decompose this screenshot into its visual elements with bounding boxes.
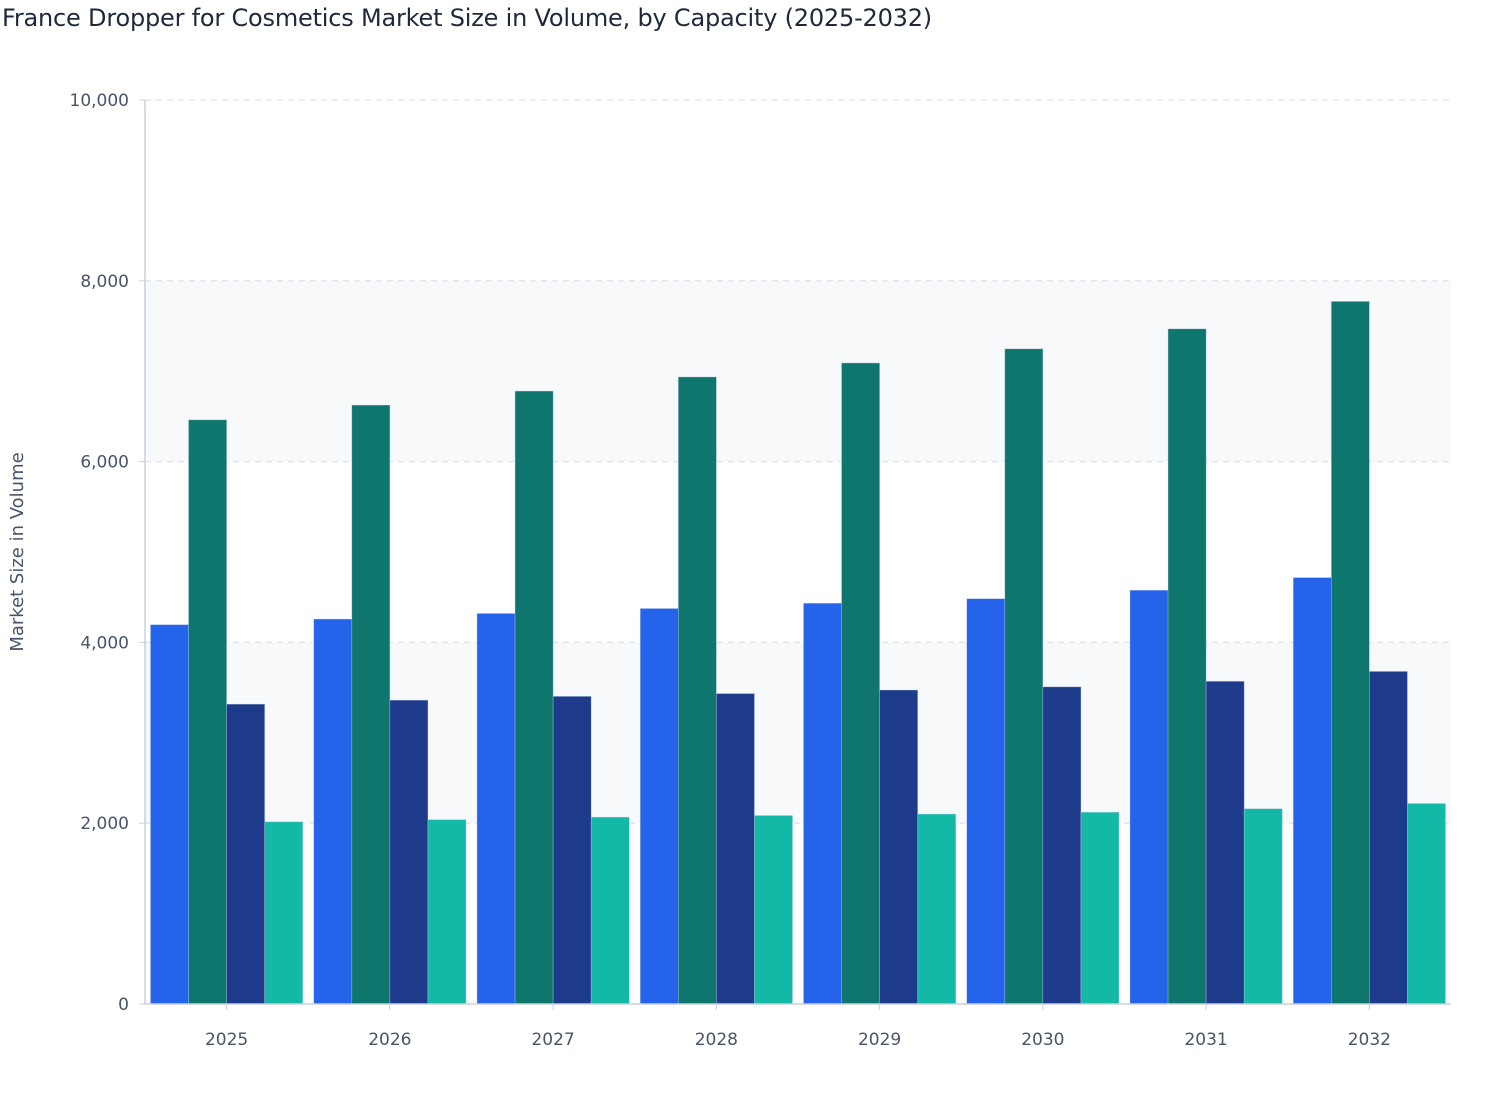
y-tick-label: 8,000	[80, 272, 129, 292]
bar-2030-series-2	[1004, 348, 1044, 1005]
bar-2031-series-4	[1243, 808, 1283, 1005]
bar-2025-series-1	[150, 624, 189, 1005]
bar-2030-series-1	[966, 598, 1006, 1005]
x-tick-label: 2031	[1184, 1030, 1227, 1050]
bar-2029-series-2	[841, 362, 880, 1005]
grid-band	[145, 280, 1451, 462]
x-tick-label: 2029	[858, 1030, 901, 1050]
bar-2027-series-3	[552, 696, 592, 1005]
bar-2027-series-4	[590, 816, 630, 1005]
bar-2028-series-2	[678, 376, 717, 1005]
x-tick-label: 2032	[1348, 1030, 1391, 1050]
y-tick-label: 0	[118, 995, 129, 1015]
bar-2031-series-1	[1129, 589, 1169, 1005]
bar-2032-series-3	[1369, 671, 1408, 1005]
chart-title: France Dropper for Cosmetics Market Size…	[2, 4, 932, 32]
bar-2030-series-3	[1042, 686, 1082, 1005]
bar-2029-series-3	[879, 689, 918, 1005]
bar-2031-series-3	[1205, 680, 1245, 1005]
x-tick-label: 2027	[531, 1030, 574, 1050]
bar-2026-series-4	[427, 819, 467, 1005]
bar-2026-series-1	[313, 618, 353, 1005]
x-tick-label: 2028	[695, 1030, 738, 1050]
y-tick-label: 4,000	[80, 633, 129, 653]
bar-2026-series-3	[389, 699, 429, 1005]
bar-2025-series-2	[188, 419, 227, 1005]
bar-2028-series-3	[716, 693, 755, 1005]
bar-2025-series-4	[264, 821, 304, 1005]
y-tick-label: 10,000	[70, 91, 129, 111]
x-tick-label: 2025	[205, 1030, 248, 1050]
y-tick-label: 2,000	[80, 814, 129, 834]
y-axis-label: Market Size in Volume	[7, 452, 28, 651]
bar-2031-series-2	[1167, 328, 1207, 1005]
bar-2030-series-4	[1080, 811, 1120, 1005]
bar-2027-series-2	[514, 390, 554, 1005]
bar-2029-series-1	[803, 602, 842, 1005]
bar-2025-series-3	[226, 703, 265, 1005]
bar-2032-series-2	[1331, 301, 1370, 1005]
bar-2027-series-1	[476, 613, 516, 1005]
bar-2032-series-4	[1407, 803, 1446, 1005]
x-tick-label: 2026	[368, 1030, 411, 1050]
y-tick-label: 6,000	[80, 453, 129, 473]
bar-2029-series-4	[917, 813, 957, 1005]
bar-2028-series-1	[639, 608, 679, 1005]
bar-2028-series-4	[754, 815, 793, 1005]
bar-2032-series-1	[1292, 577, 1332, 1005]
x-tick-label: 2030	[1021, 1030, 1064, 1050]
bar-2026-series-2	[351, 404, 391, 1005]
